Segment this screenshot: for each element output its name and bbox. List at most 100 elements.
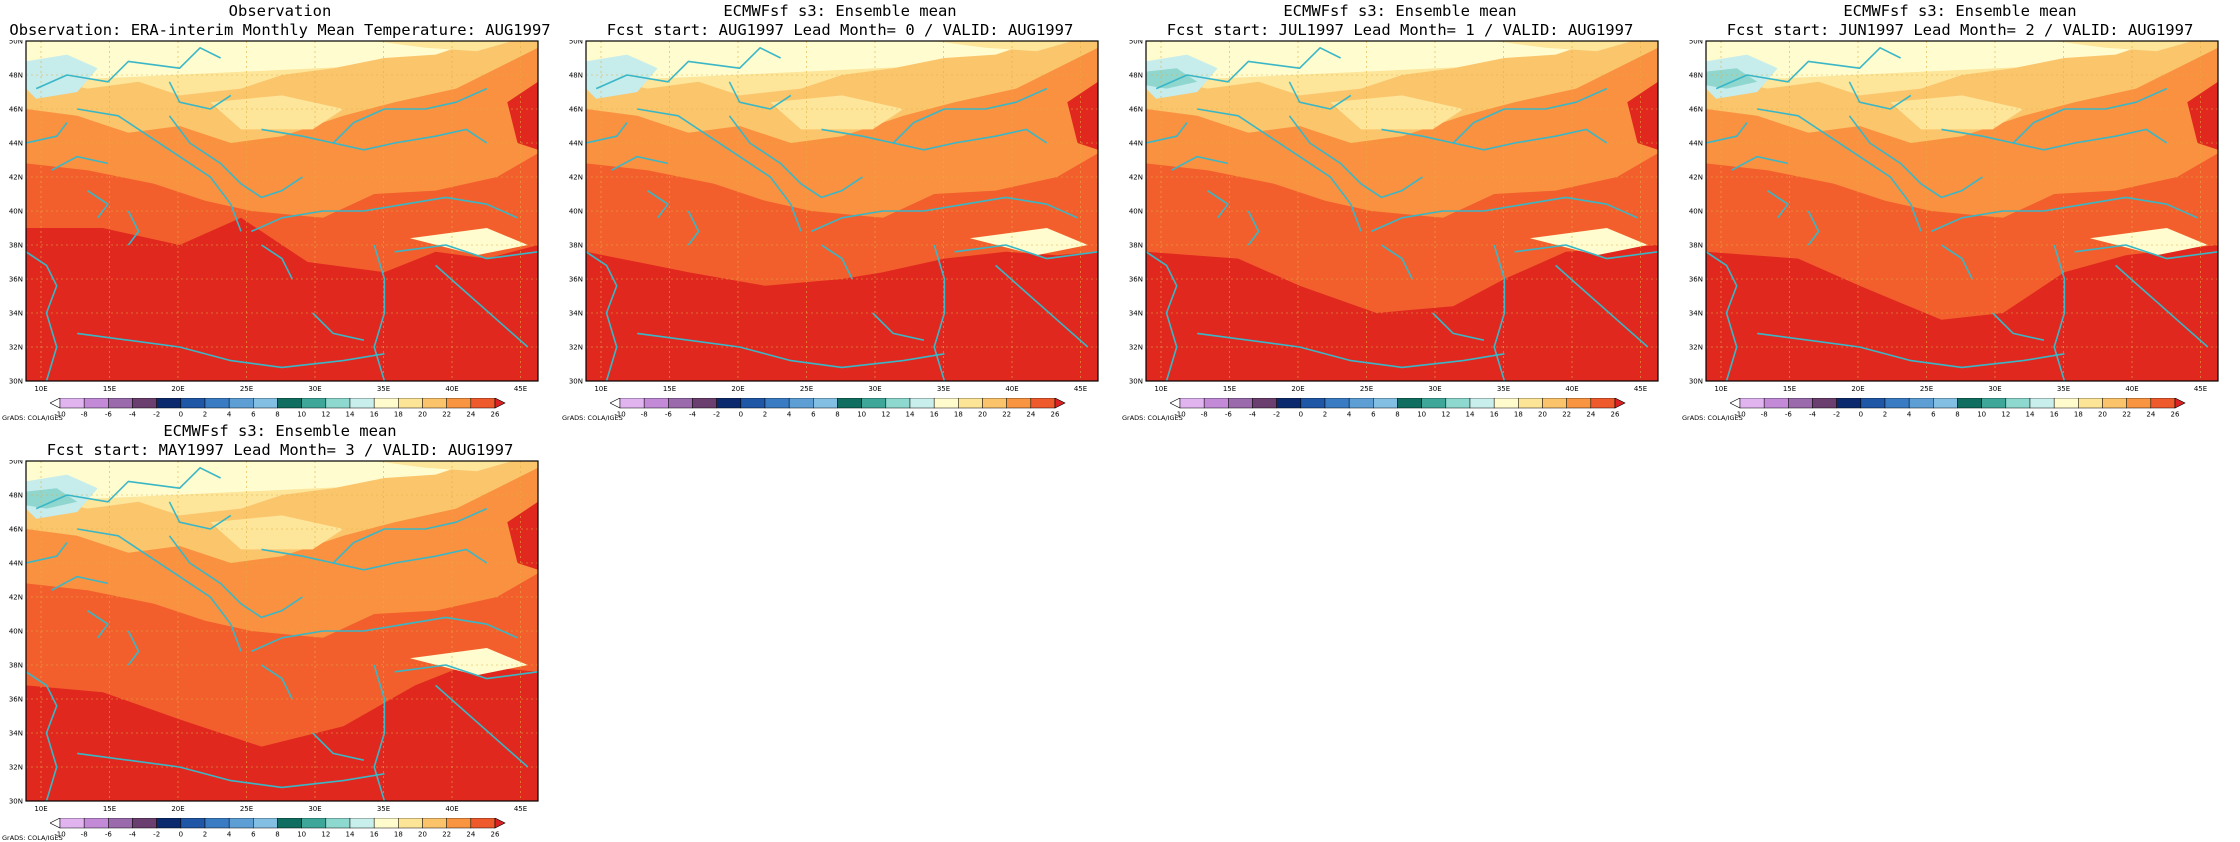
coastline (26, 251, 58, 381)
shade-26-east (507, 501, 538, 570)
coastline (1206, 189, 1229, 219)
coastline (1848, 115, 1983, 199)
coastline (127, 630, 140, 666)
colorbar-swatch (398, 398, 423, 409)
colorbar-label: 26 (2171, 411, 2180, 419)
colorbar-swatch (422, 398, 447, 409)
colorbar-label: -8 (641, 411, 648, 419)
colorbar-label: 18 (954, 411, 963, 419)
shade-18-center (1330, 95, 1464, 130)
colorbar-swatch (1252, 398, 1277, 409)
lat-label: 34N (9, 310, 23, 318)
title-line-2: Fcst start: JUL1997 Lead Month= 1 / VALI… (1166, 21, 1634, 39)
shade-18-north (26, 41, 513, 52)
title-line-2: Observation: ERA-interim Monthly Mean Te… (9, 21, 551, 39)
colorbar-label: 18 (394, 411, 403, 419)
colorbar-label: 10 (1977, 411, 1986, 419)
shade-16 (586, 41, 1098, 82)
colorbar-label: 8 (835, 411, 839, 419)
grads-credit: GrADS: COLA/IGES (562, 414, 623, 422)
lat-label: 44N (1689, 140, 1703, 148)
lat-label: 36N (9, 276, 23, 284)
colorbar-swatch (1981, 398, 2007, 409)
colorbar-swatch (446, 398, 472, 409)
colorbar-label: 12 (321, 411, 330, 419)
colorbar-swatch (2029, 398, 2055, 409)
lat-label: 36N (1129, 276, 1143, 284)
coastline (35, 47, 221, 90)
lon-label: 45E (2194, 385, 2207, 393)
colorbar-swatch (228, 818, 254, 829)
coastline (2053, 244, 2066, 381)
coastline (1247, 210, 1260, 246)
colorbar-swatch (2126, 398, 2152, 409)
coastline (1766, 189, 1789, 219)
lat-label: 34N (1129, 310, 1143, 318)
lat-label: 46N (9, 526, 23, 534)
colorbar-swatch (277, 398, 302, 409)
lon-label: 40E (1005, 385, 1018, 393)
lon-label: 30E (1428, 385, 1441, 393)
colorbar-swatch (349, 398, 375, 409)
colorbar-swatch (2053, 398, 2079, 409)
colorbar-swatch (253, 398, 278, 409)
colorbar-label: 16 (1490, 411, 1499, 419)
colorbar-label: 0 (179, 831, 183, 839)
coastline (51, 575, 109, 591)
coastline (892, 87, 1048, 144)
temperature-map-svg: 50N 48N 46N 44N 42N 40N 38N 36N 34N 32N 30N 10E 15E 2… (1129, 40, 1659, 393)
colorbar-swatch (1957, 398, 1982, 409)
lat-label: 34N (1689, 310, 1703, 318)
coastline (1706, 251, 1738, 381)
colorbar-swatch (933, 398, 959, 409)
lat-label: 38N (569, 242, 583, 250)
lat-label: 50N (1689, 40, 1703, 46)
coastline (1146, 122, 1188, 144)
colorbar-swatch (1739, 398, 1765, 409)
map-frame (25, 460, 539, 802)
coastline (728, 81, 792, 110)
colorbar-swatch (619, 398, 645, 409)
colorbar-swatch (764, 398, 790, 409)
lon-label: 25E (1920, 385, 1933, 393)
colorbar-label: 10 (297, 411, 306, 419)
coastline (1452, 87, 1608, 144)
coastline (435, 264, 529, 348)
lat-label: 44N (9, 560, 23, 568)
colorbar-swatch (325, 818, 351, 829)
lat-label: 40N (1689, 208, 1703, 216)
coastline (1757, 108, 1922, 232)
coastline (933, 244, 946, 381)
lat-label: 40N (9, 628, 23, 636)
lon-label: 35E (1497, 385, 1510, 393)
shade-16-east (410, 228, 528, 256)
colorbar-label: 26 (1611, 411, 1620, 419)
coastline (168, 115, 303, 199)
colorbar-swatch (204, 818, 230, 829)
temperature-map: 50N 48N 46N 44N 42N 40N 38N 36N 34N 32N 30N 10E 15E 2… (1680, 40, 2240, 396)
lon-label: 30E (868, 385, 881, 393)
coastline (1807, 210, 1820, 246)
colorbar-label: 8 (1395, 411, 1399, 419)
colorbar-lower-arrow (610, 398, 621, 409)
coastline (332, 87, 488, 144)
colorbar-swatch (180, 398, 206, 409)
colorbar-swatch (398, 818, 423, 829)
colorbar-swatch (1908, 398, 1934, 409)
coastline (250, 196, 518, 233)
lon-label: 10E (1154, 385, 1167, 393)
coastline (1555, 264, 1649, 348)
colorbar-upper-arrow (1054, 398, 1066, 409)
lat-label: 48N (1129, 72, 1143, 80)
colorbar-label: 12 (881, 411, 890, 419)
coastline (373, 664, 386, 801)
colorbar-label: 16 (370, 411, 379, 419)
colorbar: -10 -8 -6 -4 -2 0 2 4 6 8 10 12 14 16 18 20 22 24 26 (50, 818, 525, 838)
shade-12 (1706, 68, 1758, 89)
colorbar-swatch (373, 398, 399, 409)
lat-label: 30N (1129, 378, 1143, 386)
colorbar-lower-arrow (50, 818, 61, 829)
lon-label: 30E (308, 805, 321, 813)
coastline (1197, 332, 1505, 369)
coastline (2012, 87, 2168, 144)
